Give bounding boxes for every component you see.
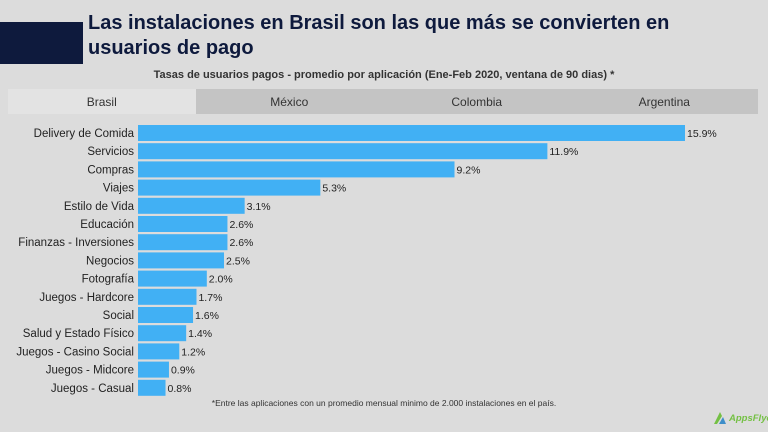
category-label: Compras [87,164,134,176]
data-label: 5.3% [322,183,346,195]
tab-label: Brasil [86,94,117,109]
bar [138,307,194,323]
bar [138,143,548,160]
bar [138,343,180,360]
footnote: *Entre las aplicaciones con un promedio … [211,398,557,408]
bar [138,161,455,178]
tab-label: Argentina [638,94,690,109]
logo-text: AppsFlyer [729,412,768,424]
category-label: Juegos - Hardcore [39,292,134,304]
tab-brasil[interactable]: Brasil [8,89,196,114]
data-label: 2.0% [209,274,233,286]
title-accent-block [0,22,83,64]
bar [138,252,225,269]
bar-chart: Delivery de Comida 15.9% Servicios 11.9% Com… [16,125,717,396]
category-label: Fotografía [82,274,135,286]
data-label: 15.9% [687,128,717,140]
category-label: Juegos - Midcore [46,365,134,377]
country-tabs: Brasil México Colombia Argentina [8,89,758,114]
category-label: Estilo de Vida [64,201,135,213]
data-label: 0.8% [168,383,192,395]
category-label: Juegos - Casual [51,383,134,395]
data-label: 9.2% [457,164,481,176]
chart-subtitle: Tasas de usuarios pagos - promedio por a… [153,69,615,81]
data-label: 2.6% [229,219,253,231]
appsflyer-logo-icon [714,412,726,424]
category-label: Finanzas - Inversiones [18,237,134,249]
data-label: 1.2% [181,346,205,358]
category-label: Viajes [103,183,134,195]
category-label: Delivery de Comida [34,128,135,140]
category-label: Social [103,310,134,322]
category-label: Negocios [86,255,134,267]
data-label: 11.9% [549,146,578,158]
tab-colombia[interactable]: Colombia [383,89,571,114]
tab-mexico[interactable]: México [195,89,383,114]
bar [138,234,228,251]
data-label: 1.7% [198,292,222,304]
data-label: 1.4% [188,328,212,340]
category-label: Salud y Estado Físico [23,328,134,340]
category-label: Juegos - Casino Social [16,346,134,358]
bar [138,216,228,232]
bar [138,179,321,196]
bar [138,379,166,396]
category-label: Servicios [87,146,134,158]
tab-label: Colombia [451,94,503,109]
bar [138,125,685,141]
data-label: 2.5% [226,255,250,267]
data-label: 0.9% [171,365,195,377]
appsflyer-logo: AppsFlyer [713,410,768,426]
data-label: 3.1% [247,201,271,213]
data-label: 2.6% [229,237,253,249]
tab-argentina[interactable]: Argentina [570,89,758,114]
category-label: Educación [80,219,134,231]
bar [138,288,197,305]
bar [138,361,169,378]
page-title: Las instalaciones en Brasil son las que … [88,12,670,59]
data-label: 1.6% [195,310,219,322]
bar [138,270,207,287]
bar [138,325,187,342]
bar [138,197,245,214]
tab-label: México [270,94,309,109]
